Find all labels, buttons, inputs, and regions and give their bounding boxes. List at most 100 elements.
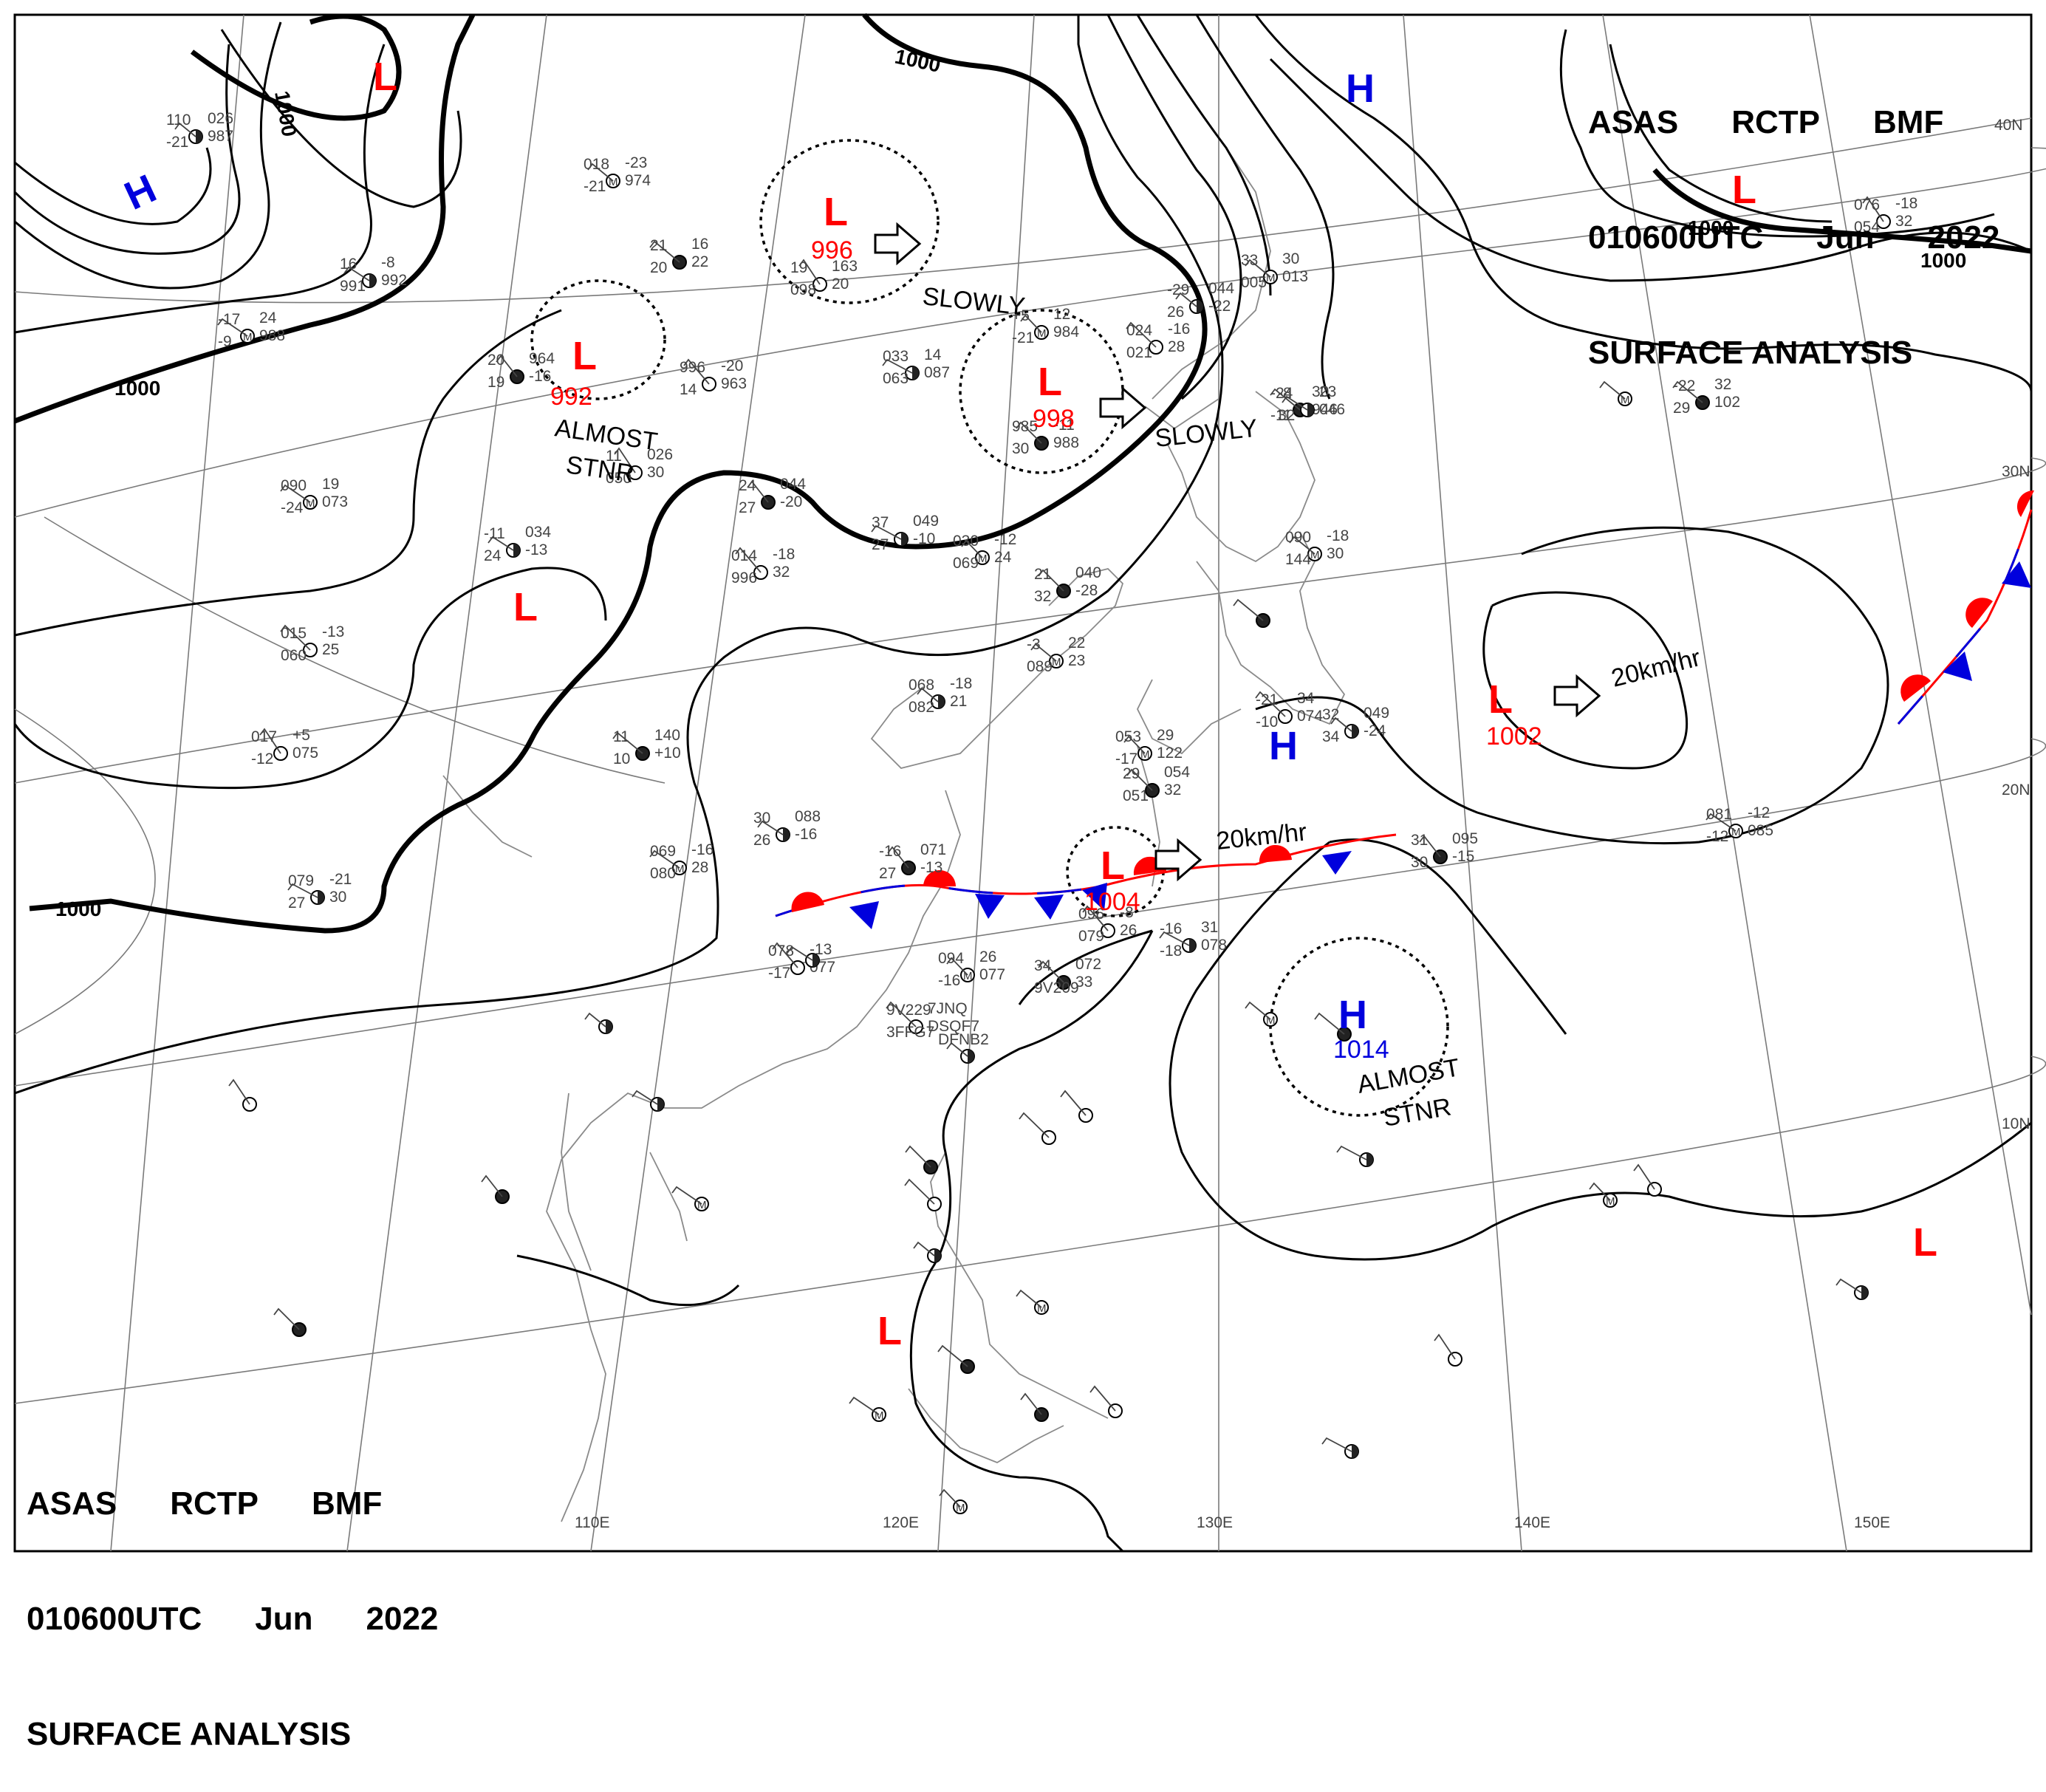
station-value: 32 [1322,706,1339,723]
station-value: 30 [1312,383,1329,400]
header-issuer: BMF [1873,104,1944,140]
station-plot [1089,1385,1123,1418]
station-value: 053 [1115,728,1141,745]
station-value: -16 [529,368,551,385]
station-value: 30 [329,889,346,906]
station-plot: 30 088-16 26 [753,808,821,849]
isobar-label: 1000 [55,897,101,920]
station-value: -16 [879,843,901,860]
station-value: 21 [1034,566,1051,583]
station-value: 046 [1319,401,1345,418]
high-center: H [1338,993,1367,1037]
wind-barb-icon [1270,388,1301,411]
station-plot: M [1016,1289,1049,1315]
station-value: 102 [1714,394,1740,411]
wind-barb-icon [1245,259,1271,278]
isobar-label: 1000 [114,377,160,400]
station-value: 7JNQ [928,1000,968,1017]
wind-barb-icon [1633,1163,1655,1190]
header-month: Jun [255,1601,313,1637]
low-996-circle [759,139,940,304]
missing-cover-icon: M [306,497,315,510]
cloud-cover-icon [1189,939,1196,952]
low-992-circle [530,279,666,400]
station-value: -21 [329,871,352,888]
station-value: 992 [381,272,407,289]
station-value: -3 [1027,636,1041,653]
low-pressure: 1004 [1084,888,1140,916]
wind-barb-icon [487,536,514,551]
header-product: ASAS [1588,104,1679,140]
graticule [14,14,2046,1552]
wind-barb-icon [273,1307,300,1330]
station-value: 26 [1120,922,1137,939]
station-plot: DFNB2 [938,1031,989,1064]
station-value: 054 [1164,764,1190,781]
station-value: 32 [1278,407,1295,424]
wind-barb-icon [772,942,798,968]
station-plot [1434,1333,1462,1367]
lat-label: 20N [2002,782,2030,798]
station-value: DFNB2 [938,1031,989,1048]
station-value: 34 [1297,690,1315,707]
pressure-systems: L L 996 L 998 L 992 L L 1004 L 1002 L L … [118,55,1937,1353]
station-value: 094 [938,950,964,967]
wind-barb-icon [849,1396,880,1415]
arrow-icon [1553,674,1601,718]
cloud-cover-icon [1366,1153,1373,1166]
wind-barb-icon [886,1001,917,1027]
station-value: -17 [1115,750,1137,767]
station-value: -15 [1452,848,1474,865]
station-plot [905,1145,938,1174]
header-year: 2022 [1927,219,2000,256]
missing-cover-icon: M [243,331,253,343]
station-value: 27 [879,865,896,882]
station-value: 072 [1075,956,1101,973]
low-pressure: 992 [550,383,592,411]
missing-cover-icon: M [1731,826,1741,838]
station-value: 27 [288,895,305,912]
station-plot: 32 049-24 34 [1322,705,1389,745]
station-value: 074 [1297,708,1323,725]
station-value: 11 [613,728,629,745]
station-plot [904,1178,942,1211]
station-value: 34 [1034,957,1052,974]
wind-barb-icon [913,1241,935,1256]
station-value: 14 [680,381,697,398]
wind-barb-icon [1175,292,1197,307]
cloud-cover-icon [1352,1445,1358,1458]
wind-barb-icon [1314,1012,1345,1035]
station-plot: M [671,1186,709,1211]
station-value: 32 [1714,376,1731,393]
cold-front-tooth [1082,883,1107,911]
wind-barb-icon [946,1042,968,1057]
low-pressure: 1002 [1486,722,1542,750]
station-value: -20 [780,493,802,510]
cold-front-tooth [1034,895,1064,920]
lon-label: 140E [1514,1514,1550,1531]
station-value: 31 [1201,919,1218,936]
station-value: -8 [381,254,395,271]
station-value: 29 [1123,765,1140,782]
station-plot [1233,598,1270,628]
wind-barb-icon [614,447,636,473]
wind-barb-icon [757,820,784,835]
station-value: 32 [1895,213,1912,230]
wind-barb-icon [287,883,318,898]
wind-barb-icon [1245,1001,1271,1020]
arrow-icon [874,222,922,266]
station-value: -12 [994,531,1016,548]
station-value: 33 [1241,252,1258,269]
station-value: 10 [613,750,630,767]
wind-barb-icon [587,163,614,182]
wind-barb-icon [1020,314,1042,333]
low-center: L [373,55,397,99]
